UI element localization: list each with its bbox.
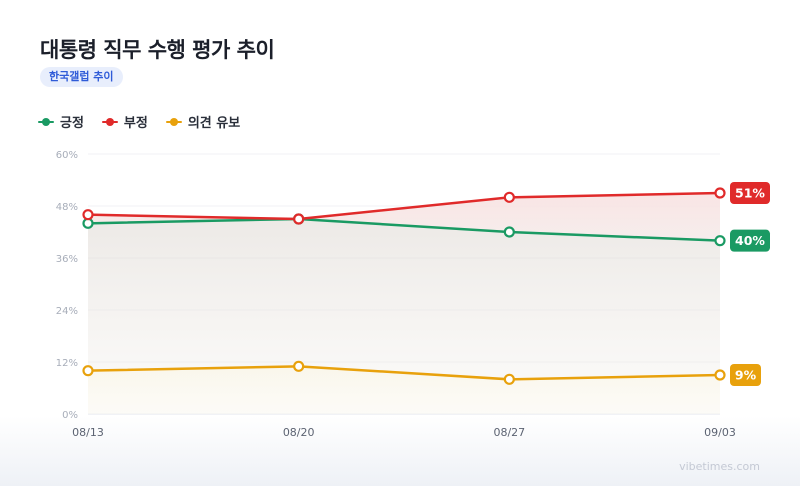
end-label-undecided: 9% xyxy=(730,364,761,386)
source-badge: 한국갤럽 추이 xyxy=(40,67,123,87)
y-tick-label: 60% xyxy=(56,150,78,161)
legend-label-undecided: 의견 유보 xyxy=(187,116,241,131)
legend-label-negative: 부정 xyxy=(123,116,148,131)
data-point-undecided xyxy=(82,365,94,377)
series-line-negative xyxy=(86,191,722,221)
legend-label-positive: 긍정 xyxy=(60,116,84,131)
series-line-undecided xyxy=(86,365,722,381)
data-point-negative xyxy=(714,187,726,199)
legend-swatch-positive xyxy=(38,117,54,127)
watermark: vibetimes.com xyxy=(679,460,760,473)
series-line-positive xyxy=(86,217,722,242)
data-point-positive xyxy=(503,226,515,238)
x-tick-label: 09/03 xyxy=(704,426,736,439)
legend-item-positive: 긍정 xyxy=(38,112,84,131)
svg-text:40%: 40% xyxy=(735,233,765,248)
legend-swatch-undecided xyxy=(165,117,182,127)
chart-title: 대통령 직무 수행 평가 추이 xyxy=(40,38,275,62)
legend-swatch-negative xyxy=(101,117,118,127)
data-point-negative xyxy=(503,191,515,203)
y-tick-label: 48% xyxy=(56,202,78,213)
end-label-negative: 51% xyxy=(730,182,770,204)
data-point-undecided xyxy=(503,373,515,385)
y-tick-label: 12% xyxy=(56,358,78,369)
undecided-area xyxy=(88,366,720,414)
x-tick-label: 08/20 xyxy=(283,426,315,439)
x-tick-label: 08/13 xyxy=(72,426,104,439)
y-tick-label: 0% xyxy=(62,410,78,421)
area-fill xyxy=(88,193,720,414)
data-point-negative xyxy=(293,213,305,225)
end-label-positive: 40% xyxy=(730,229,770,252)
data-point-undecided xyxy=(293,360,305,372)
legend: 긍정 부정 의견 유보 xyxy=(38,112,240,131)
data-point-undecided xyxy=(714,369,726,381)
svg-text:9%: 9% xyxy=(735,368,757,383)
data-point-negative xyxy=(82,209,94,221)
bottom-fade xyxy=(0,416,800,486)
y-tick-label: 36% xyxy=(56,254,78,265)
svg-text:51%: 51% xyxy=(735,186,765,201)
x-tick-label: 08/27 xyxy=(493,426,525,439)
data-point-positive xyxy=(714,235,726,247)
legend-item-undecided: 의견 유보 xyxy=(165,112,241,131)
gap-band xyxy=(88,193,720,241)
legend-item-negative: 부정 xyxy=(101,112,148,131)
y-tick-label: 24% xyxy=(56,306,78,317)
